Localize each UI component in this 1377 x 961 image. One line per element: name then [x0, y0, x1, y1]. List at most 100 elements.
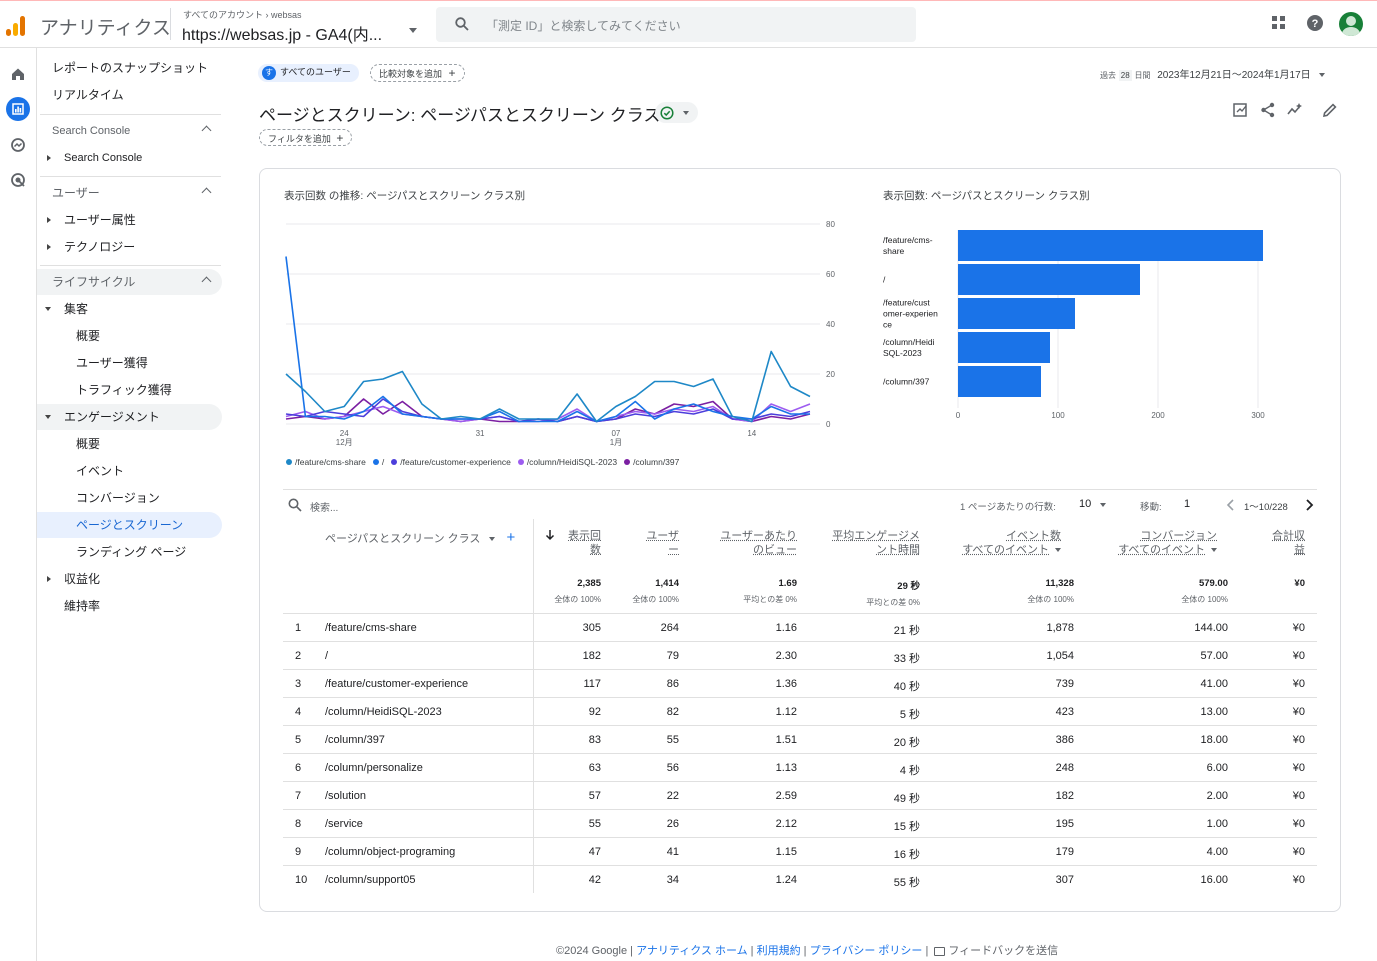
sidebar-item-retention[interactable]: 維持率: [64, 599, 101, 613]
sidebar-item-pages-screens[interactable]: ページとスクリーン: [37, 512, 222, 538]
date-range: 2023年12月21日～2024年1月17日: [1157, 70, 1311, 81]
table-cell: 386: [1055, 734, 1074, 746]
prev-page-icon[interactable]: [1226, 499, 1236, 511]
footer-link-terms[interactable]: 利用規約: [756, 945, 801, 957]
sidebar-item-user-acquisition[interactable]: ユーザー獲得: [76, 356, 148, 370]
table-row[interactable]: 10/column/support05 42 34 1.24 55 秒 307 16.00 ¥…: [283, 865, 1317, 893]
section-search-console[interactable]: Search Console: [37, 118, 222, 144]
goto-input[interactable]: 1: [1184, 498, 1191, 510]
sidebar-item-acquisition[interactable]: 集客: [37, 296, 222, 322]
col-header-avg-engagement[interactable]: 平均エンゲージメ ント時間: [832, 529, 920, 557]
help-icon[interactable]: ?: [1306, 14, 1326, 34]
col-header-views[interactable]: 表示回数: [568, 529, 601, 557]
chevron-up-icon: [201, 276, 212, 287]
table-row[interactable]: 2 / 182 79 2.30 33 秒 1,054 57.00 ¥0: [283, 641, 1317, 669]
col-header-dimension[interactable]: ページパスとスクリーン クラス +: [325, 529, 516, 546]
share-icon[interactable]: [1259, 101, 1277, 122]
sidebar-item-acq-overview[interactable]: 概要: [76, 329, 101, 343]
dropdown-caret-icon[interactable]: [409, 28, 417, 33]
footer-link-privacy[interactable]: プライバシー ポリシー: [809, 945, 923, 957]
add-filter-button[interactable]: フィルタを追加 +: [259, 129, 353, 146]
col-header-line: ユーザーあたり: [720, 530, 797, 542]
sidebar-item-landing-page[interactable]: ランディング ページ: [76, 545, 187, 559]
add-dimension-plus-icon[interactable]: +: [506, 529, 516, 546]
category-label: /column/Heidi: [883, 337, 935, 347]
feedback-icon[interactable]: [934, 946, 946, 956]
sidebar-item-snapshot[interactable]: レポートのスナップショット: [52, 61, 209, 75]
col-header-events[interactable]: イベント数 すべてのイベント: [962, 529, 1061, 557]
col-header-revenue[interactable]: 合計収益: [1272, 529, 1305, 557]
search-bar[interactable]: 「測定 ID」と検索してみてください: [436, 7, 916, 42]
bar-chart[interactable]: 0 100 200 300/feature/cms-share / /feature/cu…: [880, 210, 1300, 450]
col-header-line: 数: [590, 544, 601, 556]
next-page-icon[interactable]: [1304, 499, 1314, 511]
sidebar-item-monetization[interactable]: 収益化: [37, 566, 222, 592]
section-lifecycle[interactable]: ライフサイクル: [37, 269, 222, 295]
date-suffix: 日間: [1134, 71, 1151, 80]
sidebar-item-conversions[interactable]: コンバージョン: [76, 491, 160, 505]
section-user[interactable]: ユーザー: [37, 180, 222, 206]
table-row[interactable]: 7/solution 57 22 2.59 49 秒 182 2.00 ¥0: [283, 781, 1317, 809]
explore-icon[interactable]: [6, 133, 30, 157]
segment-chip[interactable]: すすべてのユーザー: [258, 64, 359, 82]
table-cell: 248: [1055, 762, 1074, 774]
account-breadcrumb[interactable]: すべてのアカウント › websas: [183, 8, 302, 21]
legend-item[interactable]: /column/HeidiSQL-2023: [517, 457, 618, 467]
home-icon[interactable]: [6, 62, 30, 86]
insights-icon[interactable]: [1286, 101, 1304, 122]
dropdown-caret-icon[interactable]: [1211, 548, 1217, 553]
dropdown-caret-icon[interactable]: [1055, 548, 1061, 553]
edit-pencil-icon[interactable]: [1321, 101, 1339, 122]
table-row[interactable]: 1/feature/cms-share 305 264 1.16 21 秒 1,878 14…: [283, 613, 1317, 641]
sort-desc-arrow-icon[interactable]: [545, 529, 555, 545]
category-label: /feature/cms-: [883, 235, 933, 245]
col-header-line: ユーザ: [646, 530, 679, 542]
legend-label: /: [381, 457, 385, 467]
analytics-logo-icon[interactable]: [6, 14, 28, 36]
footer-link-home[interactable]: アナリティクス ホーム: [636, 945, 748, 957]
customize-report-icon[interactable]: [1232, 101, 1250, 122]
row-index: 5: [295, 734, 302, 746]
table-search-input[interactable]: 検索...: [310, 503, 339, 514]
legend-item[interactable]: /feature/cms-share: [286, 457, 366, 467]
category-label: /column/397: [883, 377, 930, 387]
col-header-users[interactable]: ユーザー: [646, 529, 679, 557]
col-header-views-per-user[interactable]: ユーザーあたり のビュー: [720, 529, 797, 557]
table-row[interactable]: 9/column/object-programing 47 41 1.15 16 秒 17…: [283, 837, 1317, 865]
apps-grid-icon[interactable]: [1270, 14, 1290, 34]
sidebar-item-events[interactable]: イベント: [76, 464, 125, 478]
sidebar-item-traffic-acquisition[interactable]: トラフィック獲得: [76, 383, 172, 397]
table-row[interactable]: 3/feature/customer-experience 117 86 1.36 40…: [283, 669, 1317, 697]
table-row[interactable]: 8/service 55 26 2.12 15 秒 195 1.00 ¥0: [283, 809, 1317, 837]
rows-per-page-select[interactable]: 10: [1079, 498, 1092, 510]
table-cell: ¥0: [1292, 790, 1305, 802]
sidebar-item-search-console[interactable]: Search Console: [37, 145, 222, 171]
reports-icon[interactable]: [6, 97, 30, 121]
bar-chart-title: 表示回数: ページパスとスクリーン クラス別: [883, 190, 1090, 202]
table-cell: 195: [1055, 818, 1074, 830]
table-row[interactable]: 6/column/personalize 63 56 1.13 4 秒 248 6.00 ¥0: [283, 753, 1317, 781]
date-range-picker[interactable]: 過去 28 日間 2023年12月21日～2024年1月17日: [1100, 66, 1326, 81]
dropdown-caret-icon[interactable]: [1100, 503, 1106, 507]
table-row[interactable]: 4/column/HeidiSQL-2023 92 82 1.12 5 秒 423 13.0…: [283, 697, 1317, 725]
section-title: ユーザー: [52, 186, 100, 200]
sidebar-item-engagement[interactable]: エンゲージメント: [37, 404, 222, 430]
table-cell: 47: [588, 846, 601, 858]
sidebar-item-technology[interactable]: テクノロジー: [37, 234, 222, 260]
footer-feedback[interactable]: フィードバックを送信: [948, 945, 1059, 957]
add-comparison-button[interactable]: 比較対象を追加 +: [370, 64, 465, 82]
property-selector[interactable]: https://websas.jp - GA4(内...: [182, 27, 383, 44]
advertising-icon[interactable]: [6, 168, 30, 192]
table-row[interactable]: 5/column/397 83 55 1.51 20 秒 386 18.00 ¥0: [283, 725, 1317, 753]
sidebar-item-eng-overview[interactable]: 概要: [76, 437, 101, 451]
legend-item[interactable]: /: [372, 457, 385, 467]
legend-item[interactable]: /feature/customer-experience: [391, 457, 511, 467]
legend-item[interactable]: /column/397: [624, 457, 679, 467]
col-header-conversions[interactable]: コンバージョン すべてのイベント: [1118, 529, 1217, 557]
account-avatar[interactable]: [1339, 12, 1363, 36]
legend-label: /column/HeidiSQL-2023: [526, 457, 618, 467]
sidebar-item-demographics[interactable]: ユーザー属性: [37, 207, 222, 233]
report-status-chip[interactable]: [655, 102, 698, 123]
sidebar-item-realtime[interactable]: リアルタイム: [52, 88, 124, 102]
